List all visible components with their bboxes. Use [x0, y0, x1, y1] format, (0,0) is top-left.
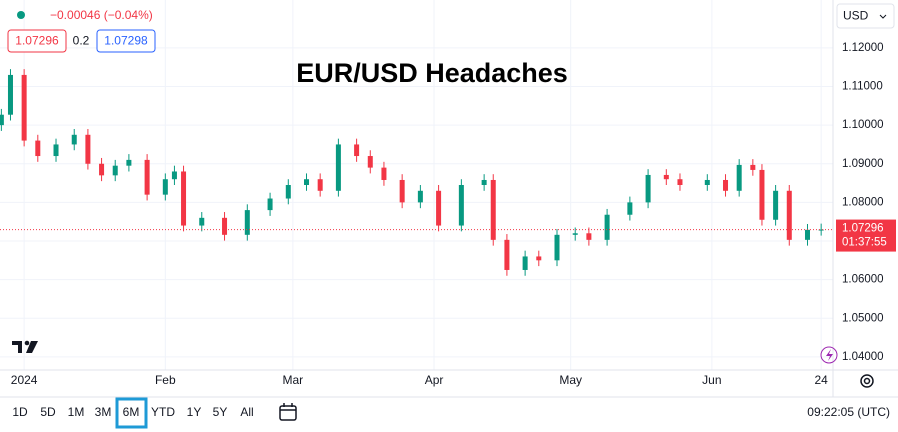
candle-body: [304, 179, 310, 185]
range-button[interactable]: 6M: [123, 405, 140, 419]
candle-body: [773, 190, 779, 220]
y-tick-label: 1.11000: [842, 81, 883, 93]
candle-body: [267, 198, 273, 211]
x-tick-label: Jun: [702, 373, 721, 387]
y-tick-label: 1.12000: [842, 42, 884, 54]
candle-body: [504, 239, 510, 270]
candle-body: [244, 210, 250, 235]
x-tick-label: May: [559, 373, 582, 387]
candle-body: [604, 214, 610, 240]
currency-select[interactable]: [836, 3, 895, 29]
sell-button[interactable]: [7, 29, 67, 53]
candle-body: [704, 179, 710, 185]
candle-body: [162, 179, 168, 195]
y-tick-label: 1.06000: [842, 274, 884, 286]
bid-price[interactable]: 1.07296: [15, 34, 59, 48]
candle-body: [399, 179, 405, 203]
active-range-highlight: [115, 397, 148, 429]
chevron-icon: [879, 14, 887, 19]
candle-body: [317, 179, 323, 191]
settings-icon[interactable]: [860, 374, 874, 388]
price-tag-countdown: 01:37:55: [842, 237, 887, 249]
candle-body: [71, 134, 77, 145]
range-button[interactable]: 1D: [12, 405, 28, 419]
currency[interactable]: USD: [843, 9, 869, 23]
candle-body: [750, 164, 756, 170]
x-tick-label: Mar: [283, 373, 304, 387]
range-button[interactable]: 5D: [40, 405, 56, 419]
candle-body: [99, 163, 105, 176]
x-tick-label: 24: [814, 373, 828, 387]
candle-body: [112, 165, 118, 176]
range-button[interactable]: All: [240, 405, 253, 419]
range-button[interactable]: 1M: [68, 405, 85, 419]
candle-body: [786, 190, 792, 240]
spread: 0.2: [73, 34, 90, 48]
candle-body: [181, 171, 187, 226]
candle-body: [572, 233, 578, 235]
candle-body: [367, 156, 373, 168]
x-tick-label: Apr: [425, 373, 444, 387]
candle-body: [144, 159, 150, 195]
y-tick-label: 1.10000: [842, 119, 884, 131]
calendar-icon[interactable]: [279, 403, 297, 421]
candle-body: [759, 169, 765, 220]
clock: 09:22:05 (UTC): [807, 405, 890, 419]
candle-body: [627, 202, 633, 215]
range-button[interactable]: 3M: [95, 405, 112, 419]
candle-body: [436, 190, 442, 226]
candle-body: [490, 179, 496, 240]
price-change: −0.00046 (−0.04%): [50, 8, 153, 22]
candle-body: [536, 256, 542, 261]
candle-body: [53, 144, 59, 157]
candle-body: [85, 134, 91, 164]
candle-body: [381, 167, 387, 180]
x-tick-label: 2024: [11, 373, 38, 387]
range-button[interactable]: YTD: [151, 405, 175, 419]
ask-price[interactable]: 1.07298: [104, 34, 148, 48]
candle-body: [663, 174, 669, 180]
range-button[interactable]: 5Y: [213, 405, 228, 419]
candle-body: [35, 140, 41, 157]
buy-button[interactable]: [96, 29, 156, 53]
candle-body: [354, 144, 360, 157]
tradingview-logo[interactable]: [12, 340, 38, 353]
y-tick-label: 1.09000: [842, 158, 884, 170]
x-tick-label: Feb: [155, 373, 176, 387]
candle-body: [171, 171, 177, 180]
candle-body: [0, 114, 4, 126]
candle-body: [554, 234, 560, 261]
candle-body: [417, 190, 423, 203]
candle-body: [723, 179, 729, 191]
candle-body: [586, 233, 592, 240]
candle-body: [736, 164, 742, 191]
price-tag: [836, 219, 896, 252]
y-tick-label: 1.05000: [842, 312, 884, 324]
candle-body: [458, 185, 464, 226]
candle-body: [126, 159, 132, 166]
y-tick-label: 1.04000: [842, 351, 884, 363]
candle-body: [522, 256, 528, 270]
market-status-dot: [17, 11, 25, 19]
candle-body: [818, 229, 824, 231]
candle-body: [199, 217, 205, 226]
candle-body: [285, 185, 291, 199]
candle-body: [7, 74, 13, 115]
y-tick-label: 1.08000: [842, 196, 884, 208]
candle-body: [21, 74, 27, 141]
candle-body: [645, 174, 651, 203]
price-tag-value: 1.07296: [842, 223, 884, 235]
candle-body: [222, 217, 228, 235]
candle-body: [677, 179, 683, 185]
range-button[interactable]: 1Y: [187, 405, 202, 419]
chart-title: EUR/USD Headaches: [296, 58, 568, 88]
candle-body: [804, 229, 811, 240]
candle-body: [335, 144, 341, 191]
lightning-icon[interactable]: [820, 346, 838, 364]
candle-body: [481, 179, 487, 185]
